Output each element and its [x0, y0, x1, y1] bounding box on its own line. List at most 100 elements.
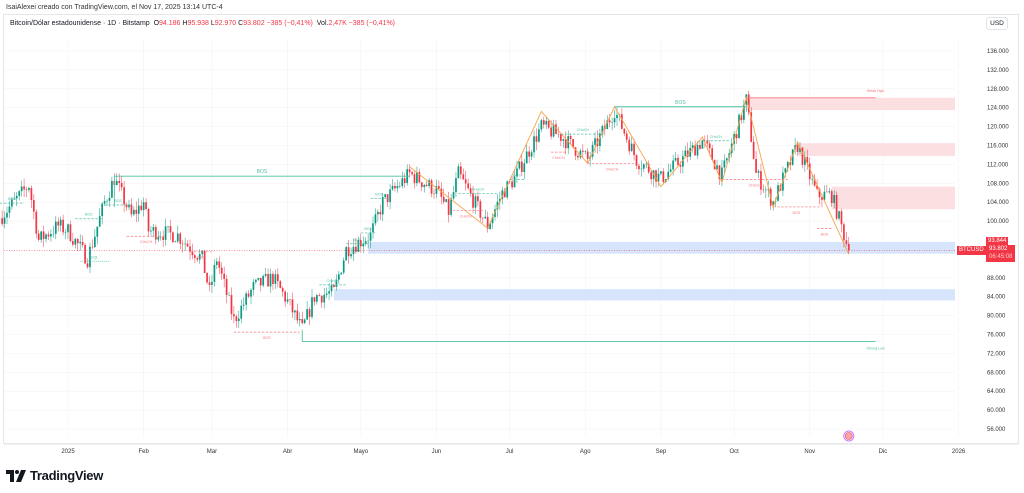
candle-body: [81, 241, 84, 246]
candle: [23, 178, 25, 198]
volume-label: Vol.: [316, 20, 329, 27]
candle-body: [606, 120, 609, 130]
structure-label: BOS: [364, 227, 372, 231]
structure-label: BOS: [257, 169, 268, 175]
candle: [93, 229, 96, 249]
candle-body: [535, 136, 538, 142]
tradingview-logo[interactable]: TradingView: [6, 468, 103, 483]
candle-body: [340, 272, 343, 275]
last-price: 93.802: [989, 246, 1008, 252]
candle-body: [411, 172, 413, 175]
candle: [154, 224, 157, 245]
candle-body: [459, 166, 462, 175]
candle: [59, 216, 62, 232]
candle: [150, 225, 152, 236]
structure-label: CHoCH: [606, 167, 619, 171]
candle: [584, 149, 587, 155]
candle: [828, 187, 831, 194]
candle-body: [50, 233, 52, 237]
candle-body: [806, 156, 809, 164]
candle: [47, 231, 50, 241]
demand-zone: [333, 289, 956, 301]
candle: [350, 247, 352, 259]
candle-body: [169, 226, 172, 233]
candle: [625, 130, 628, 144]
candle-body: [237, 318, 240, 322]
candle-body: [135, 209, 138, 214]
candle-body: [499, 198, 501, 202]
candle: [540, 118, 543, 133]
candle: [296, 303, 299, 324]
candle: [657, 167, 660, 187]
candle-body: [118, 180, 121, 184]
candle-body: [501, 190, 504, 199]
candle-body: [550, 127, 552, 137]
candle-body: [401, 178, 404, 187]
candle-body: [760, 171, 762, 190]
candle: [513, 170, 516, 188]
structure-label: CHoCH: [749, 184, 762, 188]
candle-body: [511, 181, 513, 188]
y-tick-label: 64.000: [987, 389, 1006, 395]
candle: [686, 142, 689, 163]
candle-body: [384, 194, 387, 197]
candle-body: [408, 169, 411, 173]
close-label: C: [238, 20, 244, 27]
candle: [564, 131, 567, 155]
candle-body: [647, 163, 650, 173]
candle: [396, 179, 399, 193]
candle-body: [486, 216, 489, 230]
candle-body: [599, 133, 601, 146]
candle: [694, 140, 696, 156]
candle: [638, 163, 640, 175]
structure-label: BOS: [197, 256, 205, 260]
candle-body: [772, 201, 775, 206]
candle-body: [174, 241, 177, 243]
candle: [557, 127, 560, 138]
candle-body: [108, 197, 111, 201]
candle: [298, 312, 301, 327]
candle: [318, 293, 321, 297]
candle-body: [128, 204, 130, 208]
candle: [379, 204, 382, 220]
candle: [230, 287, 233, 321]
candle-body: [215, 261, 218, 265]
candle-body: [677, 157, 679, 165]
structure-label: CHoCH: [472, 188, 485, 192]
candle-body: [706, 140, 709, 144]
candle: [289, 298, 291, 306]
candle-body: [464, 179, 467, 184]
candle: [674, 152, 677, 162]
y-tick-label: 68.000: [987, 370, 1006, 376]
candle: [133, 206, 135, 217]
candle-body: [203, 250, 206, 273]
candle-body: [564, 139, 567, 149]
candle: [79, 234, 82, 251]
candle-body: [708, 143, 711, 149]
candle: [594, 132, 596, 153]
candle: [472, 186, 474, 214]
candle: [91, 239, 94, 250]
currency-button[interactable]: USD: [986, 17, 1008, 30]
candle: [57, 217, 60, 232]
candle-body: [57, 221, 60, 226]
candle: [538, 123, 540, 144]
candle-body: [367, 240, 369, 242]
candle-body: [350, 254, 352, 257]
candle: [418, 168, 421, 184]
candle: [242, 297, 245, 311]
candle: [276, 268, 279, 288]
symbol-name[interactable]: Bitcoin/Dólar estadounidense · 1D · Bits…: [10, 20, 150, 27]
candle-body: [369, 232, 372, 241]
candle-body: [542, 120, 545, 125]
candle: [76, 237, 79, 252]
candle-body: [316, 295, 318, 302]
candle-body: [47, 234, 50, 237]
candle-body: [462, 174, 465, 180]
candle-body: [298, 318, 301, 321]
candle-body: [201, 250, 204, 255]
structure-label: BOS: [263, 336, 271, 340]
candle-body: [435, 186, 438, 194]
candle: [323, 287, 326, 309]
